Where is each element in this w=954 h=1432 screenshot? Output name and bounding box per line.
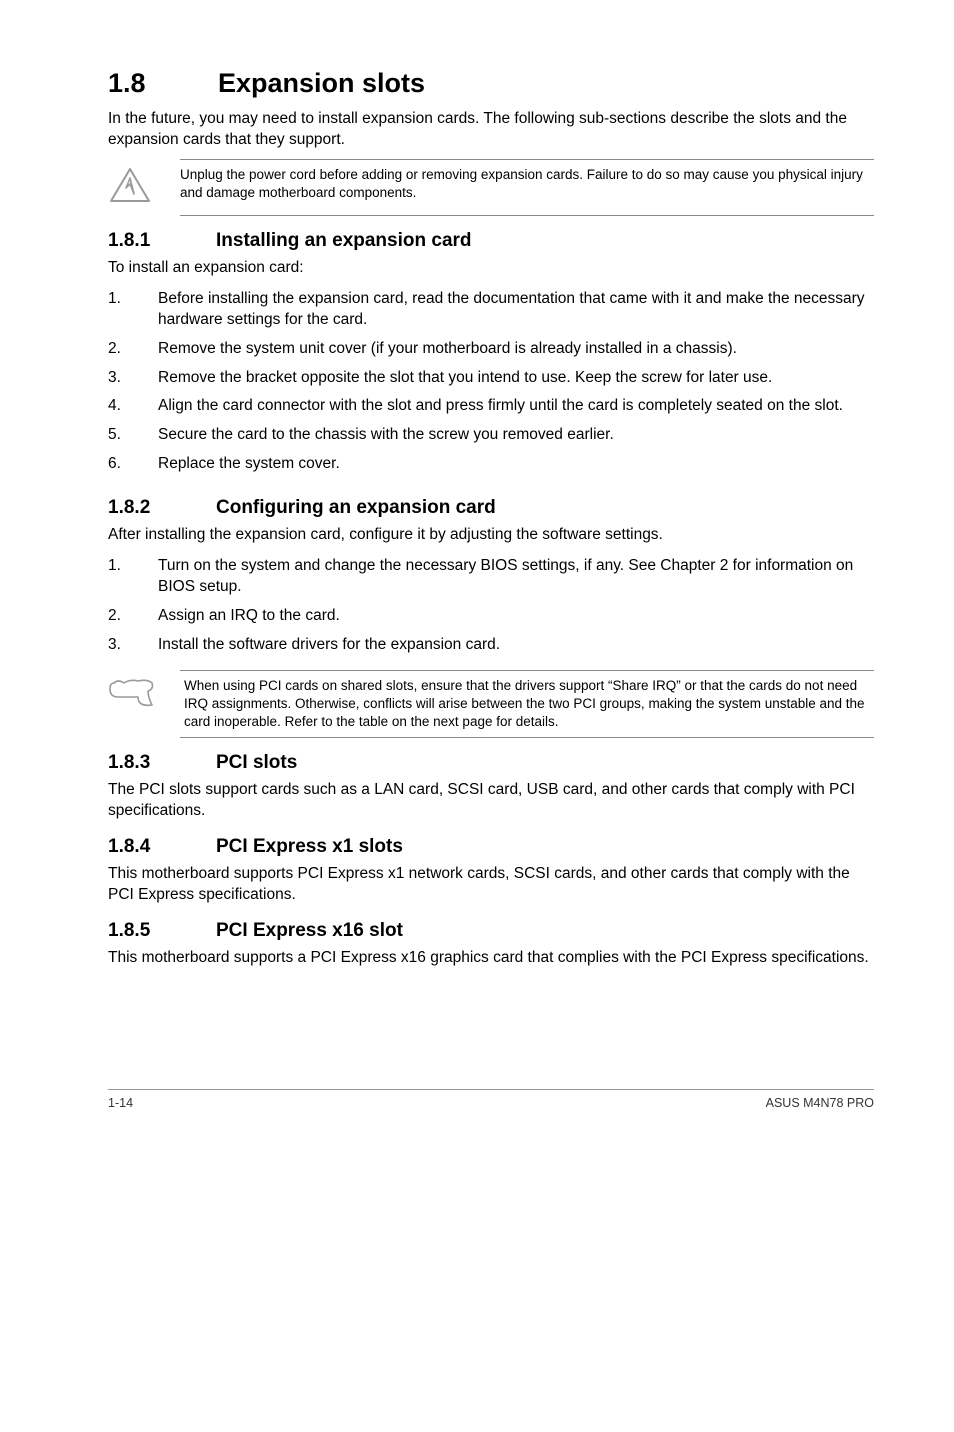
subsection-body: This motherboard supports a PCI Express … [108, 948, 874, 969]
list-item: Remove the bracket opposite the slot tha… [108, 368, 874, 397]
list-item: Before installing the expansion card, re… [108, 289, 874, 339]
subsection-heading: 1.8.2Configuring an expansion card [108, 497, 874, 519]
warning-block: Unplug the power cord before adding or r… [180, 159, 874, 216]
note-icon [108, 677, 156, 716]
subsection-number: 1.8.1 [108, 230, 216, 252]
subsection-title: Configuring an expansion card [216, 497, 496, 518]
subsection-title: PCI Express x16 slot [216, 920, 403, 941]
subsection-title: PCI Express x1 slots [216, 836, 403, 857]
subsection-number: 1.8.3 [108, 752, 216, 774]
subsection-heading: 1.8.1Installing an expansion card [108, 230, 874, 252]
page-number: 1-14 [108, 1096, 133, 1110]
page-footer: 1-14 ASUS M4N78 PRO [108, 1089, 874, 1150]
subsection-lead: After installing the expansion card, con… [108, 525, 874, 546]
section-number: 1.8 [108, 68, 218, 99]
list-item: Install the software drivers for the exp… [108, 635, 874, 664]
subsection-lead: To install an expansion card: [108, 258, 874, 279]
page-body: 1.8Expansion slots In the future, you ma… [0, 0, 954, 969]
subsection-body: The PCI slots support cards such as a LA… [108, 780, 874, 822]
subsection-heading: 1.8.3PCI slots [108, 752, 874, 774]
warning-text: Unplug the power cord before adding or r… [180, 166, 874, 202]
subsection-number: 1.8.4 [108, 836, 216, 858]
subsection-heading: 1.8.4PCI Express x1 slots [108, 836, 874, 858]
list-item: Replace the system cover. [108, 454, 874, 483]
section-intro: In the future, you may need to install e… [108, 109, 874, 151]
note-text: When using PCI cards on shared slots, en… [184, 677, 874, 732]
section-title: Expansion slots [218, 68, 425, 98]
subsection-heading: 1.8.5PCI Express x16 slot [108, 920, 874, 942]
configure-steps: Turn on the system and change the necess… [108, 556, 874, 664]
list-item: Secure the card to the chassis with the … [108, 425, 874, 454]
install-steps: Before installing the expansion card, re… [108, 289, 874, 483]
warning-icon [108, 166, 152, 209]
product-name: ASUS M4N78 PRO [766, 1096, 874, 1110]
subsection-number: 1.8.5 [108, 920, 216, 942]
subsection-body: This motherboard supports PCI Express x1… [108, 864, 874, 906]
list-item: Turn on the system and change the necess… [108, 556, 874, 606]
subsection-title: PCI slots [216, 752, 297, 773]
list-item: Remove the system unit cover (if your mo… [108, 339, 874, 368]
note-block: When using PCI cards on shared slots, en… [180, 670, 874, 739]
subsection-number: 1.8.2 [108, 497, 216, 519]
section-heading: 1.8Expansion slots [108, 68, 874, 99]
subsection-title: Installing an expansion card [216, 230, 472, 251]
list-item: Assign an IRQ to the card. [108, 606, 874, 635]
list-item: Align the card connector with the slot a… [108, 396, 874, 425]
